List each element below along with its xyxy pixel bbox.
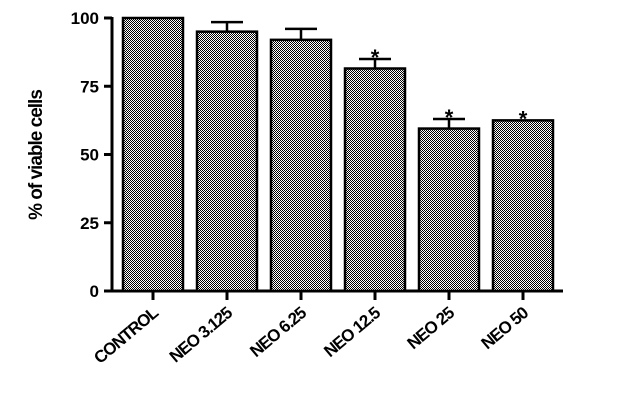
plot-area: 0 25 50 75 100 CONTROL NEO 3.125 NEO 6.25 * NEO 1… [71,9,563,368]
x-tick-label: NEO 25 [404,303,458,353]
bar [343,67,407,293]
x-tick-label: NEO 6.25 [246,303,310,361]
y-axis-label: % of viable cells [26,90,47,220]
y-tick-label: 100 [71,9,99,28]
y-tick-label: 25 [80,214,99,233]
y-tick-label: 75 [80,77,99,96]
y-tick-label: 50 [80,146,99,165]
x-tick-label: NEO 12.5 [320,303,384,361]
significance-marker: * [519,106,528,131]
bar [417,127,481,293]
y-tick-label: 0 [90,282,99,301]
bar [269,38,333,293]
bar [491,119,555,293]
x-tick-label: NEO 50 [478,303,532,353]
significance-marker: * [371,45,380,70]
significance-marker: * [445,105,454,130]
bar [121,16,185,293]
x-tick-label: CONTROL [90,303,162,367]
bar [195,30,259,293]
x-tick-label: NEO 3.125 [166,303,236,366]
